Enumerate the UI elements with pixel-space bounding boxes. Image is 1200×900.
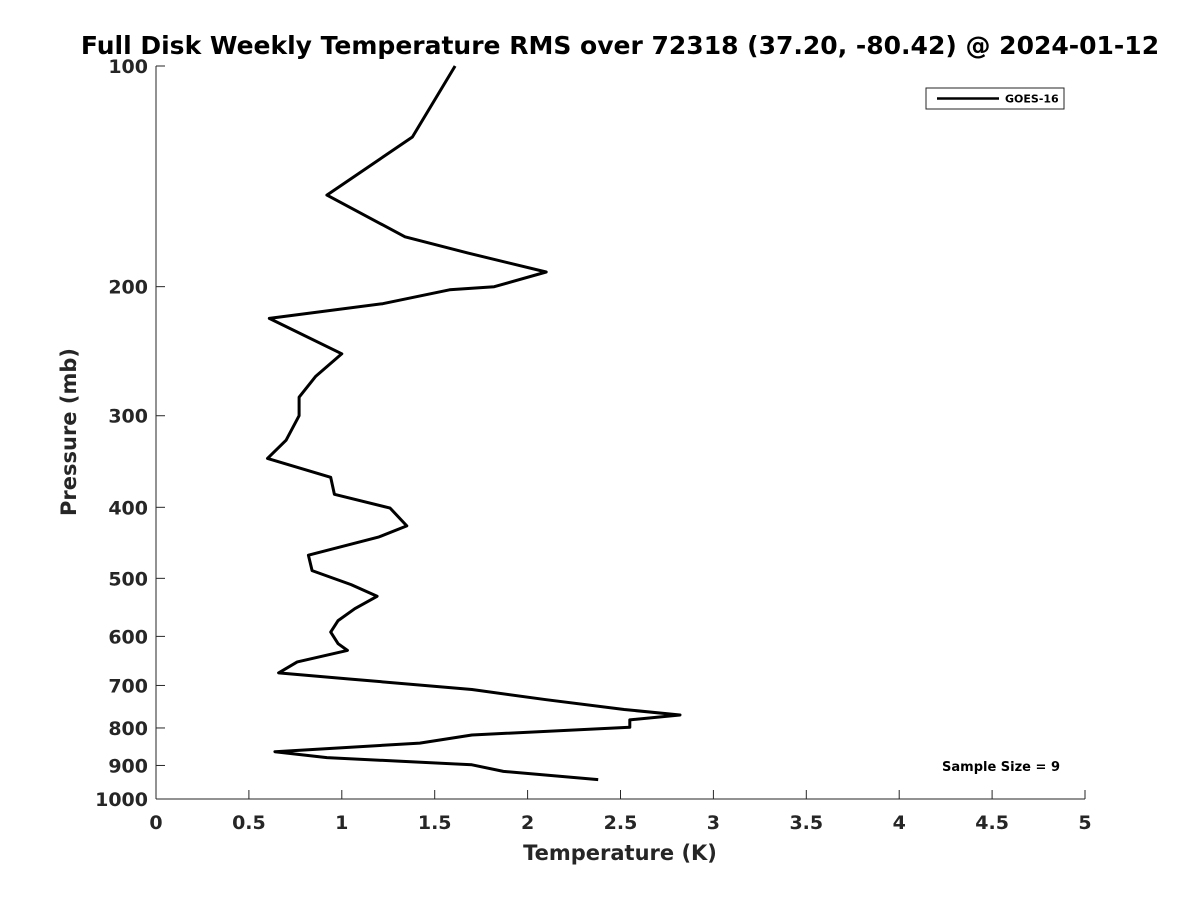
y-tick-label: 800 bbox=[108, 718, 148, 740]
x-tick-label: 4 bbox=[893, 812, 906, 834]
y-tick-label: 400 bbox=[108, 497, 148, 519]
x-tick-label: 2.5 bbox=[604, 812, 638, 834]
x-axis-label: Temperature (K) bbox=[523, 841, 717, 865]
x-tick-label: 1 bbox=[335, 812, 348, 834]
y-tick-label: 200 bbox=[108, 277, 148, 299]
x-tick-label: 0.5 bbox=[232, 812, 266, 834]
series-line-goes-16 bbox=[266, 65, 682, 782]
y-tick-label: 900 bbox=[108, 755, 148, 777]
y-tick-label: 100 bbox=[108, 56, 148, 78]
chart-title: Full Disk Weekly Temperature RMS over 72… bbox=[81, 31, 1159, 60]
sample-size-annotation: Sample Size = 9 bbox=[942, 760, 1060, 775]
x-tick-label: 4.5 bbox=[975, 812, 1009, 834]
x-tick-label: 1.5 bbox=[418, 812, 452, 834]
y-tick-label: 700 bbox=[108, 675, 148, 697]
x-axis-ticks: 0 0.5 1 1.5 2 2.5 3 3.5 4 4.5 5 bbox=[149, 790, 1092, 834]
y-axis-ticks: 100 200 300 400 500 600 700 800 900 1000 bbox=[95, 56, 165, 811]
y-tick-label: 600 bbox=[108, 626, 148, 648]
x-tick-label: 3.5 bbox=[789, 812, 823, 834]
x-tick-label: 5 bbox=[1078, 812, 1091, 834]
series-layer bbox=[266, 65, 682, 782]
x-tick-label: 0 bbox=[149, 812, 162, 834]
x-tick-label: 3 bbox=[707, 812, 720, 834]
y-tick-label: 1000 bbox=[95, 789, 148, 811]
x-tick-label: 2 bbox=[521, 812, 534, 834]
legend: GOES-16 bbox=[925, 87, 1065, 110]
legend-entry-goes-16: GOES-16 bbox=[1005, 93, 1059, 106]
y-tick-label: 500 bbox=[108, 568, 148, 590]
y-tick-label: 300 bbox=[108, 406, 148, 428]
y-axis-label: Pressure (mb) bbox=[57, 348, 81, 516]
